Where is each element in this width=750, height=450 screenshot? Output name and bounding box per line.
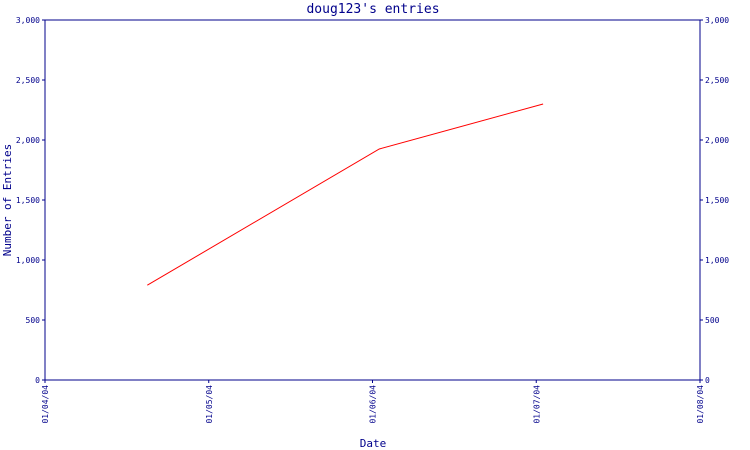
y-tick-label-right: 3,000: [705, 16, 729, 25]
y-tick-label-right: 0: [705, 376, 710, 385]
x-tick-label: 01/04/04: [41, 385, 50, 424]
y-tick-label-left: 3,000: [16, 16, 40, 25]
y-tick-label-right: 500: [705, 316, 720, 325]
y-tick-label-left: 0: [35, 376, 40, 385]
y-tick-label-right: 1,500: [705, 196, 729, 205]
x-tick-label: 01/08/04: [696, 385, 705, 424]
y-tick-label-right: 1,000: [705, 256, 729, 265]
series-line: [147, 103, 544, 286]
x-axis-label: Date: [360, 437, 387, 450]
y-tick-label-left: 2,000: [16, 136, 40, 145]
plot-frame: [44, 19, 701, 381]
series-group: [147, 103, 544, 286]
x-tick-label: 01/07/04: [532, 385, 541, 424]
y-axis-label: Number of Entries: [1, 144, 14, 257]
chart-title: doug123's entries: [306, 2, 439, 17]
y-axis-right: 0 500 1,000 1,500 2,000 2,500 3,000: [700, 16, 729, 385]
x-tick-label: 01/05/04: [205, 385, 214, 424]
x-tick-label: 01/06/04: [369, 385, 378, 424]
y-axis-left: 0 500 1,000 1,500 2,000 2,500 3,000: [16, 16, 45, 385]
y-tick-label-left: 1,000: [16, 256, 40, 265]
y-tick-label-right: 2,500: [705, 76, 729, 85]
y-tick-label-left: 1,500: [16, 196, 40, 205]
y-tick-label-left: 500: [26, 316, 41, 325]
y-tick-label-right: 2,000: [705, 136, 729, 145]
y-tick-label-left: 2,500: [16, 76, 40, 85]
x-axis: 01/04/04 01/05/04 01/06/04 01/07/04 01/08/04: [41, 380, 705, 424]
